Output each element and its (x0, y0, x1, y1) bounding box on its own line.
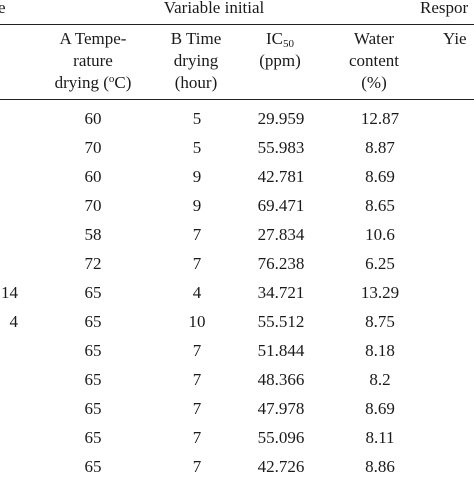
ic50-subscript: 50 (283, 38, 294, 50)
cell-temp: 60 (84, 167, 102, 186)
cell-ic50: 42.726 (257, 457, 305, 476)
cell-water: 8.18 (365, 341, 395, 360)
cell-temp: 65 (84, 312, 102, 331)
degree-superscript: o (108, 73, 115, 85)
cell-temp: 60 (84, 109, 102, 128)
cell-time: 4 (192, 283, 202, 302)
col-header-temperature-prefix: drying ( (54, 73, 109, 92)
col-header-water-line3: (%) (361, 73, 387, 92)
cell-temp: 58 (84, 225, 102, 244)
cell-ic50: 29.959 (257, 109, 305, 128)
cell-time: 9 (192, 167, 202, 186)
cell-time: 7 (192, 341, 202, 360)
header-top-rule (0, 24, 474, 25)
cell-water: 8.65 (365, 196, 395, 215)
header-left-fragment: e (0, 0, 6, 17)
cell-water: 8.69 (365, 167, 395, 186)
cell-ic50: 55.096 (257, 428, 305, 447)
col-header-time-line3: (hour) (174, 73, 218, 92)
cell-temp: 65 (84, 283, 102, 302)
cell-time: 10 (188, 312, 206, 331)
cell-water: 6.25 (365, 254, 395, 273)
col-header-temperature-line1: A Tempe- (59, 29, 127, 48)
col-header-water-line2: content (348, 51, 400, 70)
ic50-main: IC (266, 29, 283, 48)
cell-time: 7 (192, 399, 202, 418)
cell-time: 7 (192, 254, 202, 273)
cell-water: 8.86 (365, 457, 395, 476)
cell-time: 7 (192, 428, 202, 447)
col-header-ic50-line2: (ppm) (259, 51, 301, 70)
cell-time: 7 (192, 225, 202, 244)
col-header-water-line1: Water (353, 29, 395, 48)
cell-water: 10.6 (365, 225, 395, 244)
cell-water: 12.87 (360, 109, 400, 128)
cell-water: 8.87 (365, 138, 395, 157)
cell-time: 5 (192, 138, 202, 157)
cell-water: 8.75 (365, 312, 395, 331)
col-header-time-line1: B Time (170, 29, 222, 48)
cell-time: 5 (192, 109, 202, 128)
col-header-temperature-line2: rature (73, 51, 113, 70)
cell-ic50: 47.978 (257, 399, 305, 418)
cell-ic50: 51.844 (257, 341, 305, 360)
cell-ic50: 34.721 (257, 283, 305, 302)
cell-temp: 65 (84, 370, 102, 389)
cell-ic50: 48.366 (257, 370, 305, 389)
cell-water: 13.29 (360, 283, 400, 302)
cell-temp: 65 (84, 457, 102, 476)
cell-time: 7 (192, 457, 202, 476)
cell-water: 8.11 (365, 428, 395, 447)
cell-ic50: 55.512 (257, 312, 305, 331)
col-header-time-line2: drying (173, 51, 219, 70)
cell-temp: 65 (84, 341, 102, 360)
cell-water: 8.2 (369, 370, 391, 389)
cell-ic50: 55.983 (257, 138, 305, 157)
cell-temp: 70 (84, 138, 102, 157)
col-header-ic50-line1: IC50 (266, 29, 294, 50)
cell-ic50: 42.781 (257, 167, 305, 186)
cell-time: 9 (192, 196, 202, 215)
cell-temp: 72 (84, 254, 102, 273)
col-header-temperature-line3: drying (oC) (55, 73, 132, 93)
cell-temp: 65 (84, 428, 102, 447)
cell-time: 7 (192, 370, 202, 389)
cell-ic50: 27.834 (257, 225, 305, 244)
cell-ic50: 76.238 (257, 254, 305, 273)
cell-water: 8.69 (365, 399, 395, 418)
header-response-group: Respor (420, 0, 469, 17)
col-header-temperature-unit: C) (114, 73, 132, 92)
header-variable-group: Variable initial (163, 0, 265, 17)
cell-run: 4 (9, 312, 19, 331)
cell-temp: 70 (84, 196, 102, 215)
header-bottom-rule (0, 99, 474, 100)
cell-temp: 65 (84, 399, 102, 418)
cell-ic50: 69.471 (257, 196, 305, 215)
cell-run: 14 (1, 283, 18, 302)
col-header-yield: Yie (443, 29, 467, 48)
